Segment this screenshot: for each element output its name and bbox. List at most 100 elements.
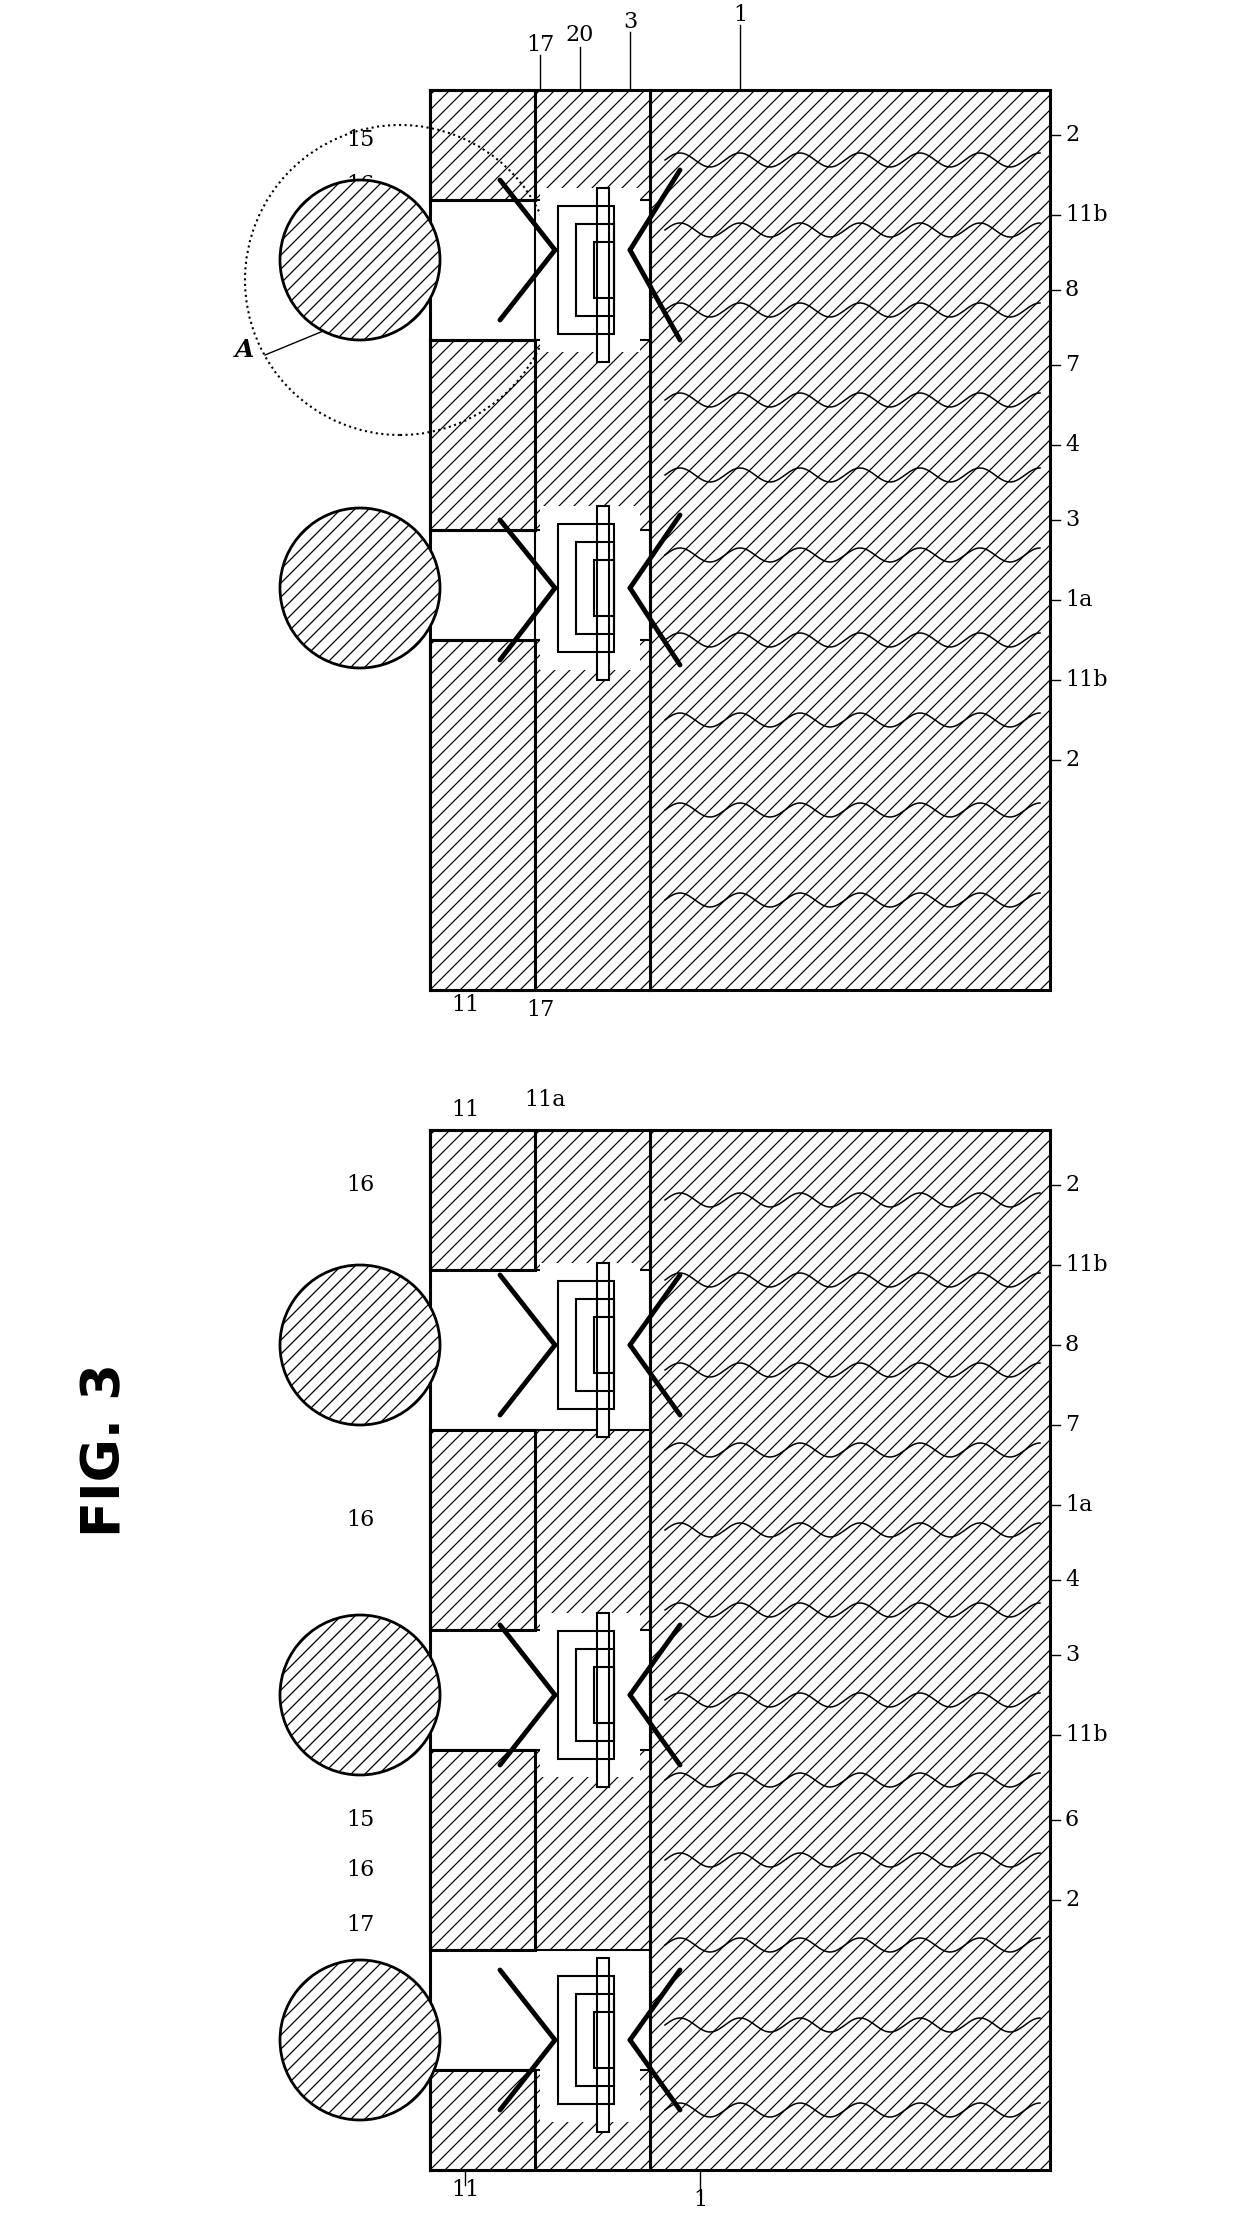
Bar: [534, 89, 649, 201]
Bar: [541, 1614, 640, 1777]
Bar: [430, 89, 534, 201]
Bar: [541, 507, 640, 670]
Text: 16: 16: [346, 1174, 375, 1196]
Bar: [594, 2011, 614, 2069]
Bar: [534, 339, 649, 529]
Bar: [430, 1129, 534, 1270]
Circle shape: [280, 509, 440, 667]
Bar: [430, 89, 534, 201]
Circle shape: [280, 181, 440, 339]
Text: 3: 3: [623, 11, 637, 33]
Text: 11: 11: [450, 2178, 479, 2201]
Bar: [534, 641, 649, 991]
Text: 17: 17: [346, 1915, 375, 1935]
Text: 2: 2: [1065, 125, 1079, 145]
Bar: [430, 2069, 534, 2170]
Bar: [430, 2069, 534, 2170]
Bar: [594, 241, 614, 299]
Bar: [534, 1750, 649, 1951]
Bar: [430, 1750, 534, 1951]
Text: 1a: 1a: [1065, 589, 1092, 612]
Circle shape: [280, 1616, 440, 1774]
Bar: [534, 1129, 649, 1270]
Text: 17: 17: [526, 1000, 554, 1020]
Bar: [594, 1317, 614, 1373]
Bar: [534, 1431, 649, 1629]
Text: 6: 6: [1065, 1808, 1079, 1830]
Text: 8: 8: [1065, 1335, 1079, 1357]
Text: 7: 7: [1065, 355, 1079, 375]
Bar: [558, 1975, 614, 2105]
Bar: [649, 89, 1050, 991]
Bar: [597, 1957, 609, 2132]
Bar: [558, 205, 614, 335]
Bar: [430, 1431, 534, 1629]
Bar: [576, 1649, 614, 1741]
Text: 11b: 11b: [1065, 670, 1107, 692]
Text: A: A: [235, 337, 255, 362]
Text: 11b: 11b: [1065, 1254, 1107, 1277]
Text: 7: 7: [1065, 1415, 1079, 1435]
Bar: [558, 1281, 614, 1408]
Text: 8: 8: [1065, 279, 1079, 301]
Circle shape: [280, 1960, 440, 2120]
Text: 16: 16: [346, 174, 375, 196]
Text: FIG. 3: FIG. 3: [79, 1364, 131, 1538]
Bar: [541, 187, 640, 353]
Bar: [430, 641, 534, 991]
Text: 11a: 11a: [524, 1089, 565, 1112]
Bar: [534, 89, 649, 201]
Text: 16: 16: [346, 1859, 375, 1882]
Bar: [576, 542, 614, 634]
Text: 2: 2: [1065, 1888, 1079, 1911]
Bar: [534, 1750, 649, 1951]
Text: 2: 2: [1065, 750, 1079, 770]
Bar: [430, 1750, 534, 1951]
Text: 15: 15: [346, 1808, 375, 1830]
Bar: [534, 2069, 649, 2170]
Bar: [576, 1299, 614, 1391]
Text: 1: 1: [693, 2190, 708, 2212]
Circle shape: [280, 1266, 440, 1424]
Text: 1a: 1a: [1065, 1493, 1092, 1516]
Text: 11: 11: [450, 1098, 479, 1120]
Bar: [576, 1993, 614, 2087]
Text: 3: 3: [1065, 509, 1079, 531]
Bar: [597, 1614, 609, 1788]
Text: 20: 20: [565, 25, 594, 47]
Bar: [534, 641, 649, 991]
Bar: [534, 1129, 649, 1270]
Bar: [430, 339, 534, 529]
Text: 11: 11: [450, 993, 479, 1016]
Bar: [649, 89, 1050, 991]
Bar: [597, 187, 609, 362]
Bar: [430, 339, 534, 529]
Text: 2: 2: [1065, 1174, 1079, 1196]
Bar: [576, 223, 614, 317]
Bar: [558, 1632, 614, 1759]
Text: 17: 17: [526, 33, 554, 56]
Text: 1: 1: [734, 4, 747, 27]
Bar: [430, 1431, 534, 1629]
Bar: [558, 525, 614, 652]
Bar: [594, 1667, 614, 1723]
Bar: [597, 507, 609, 681]
Text: 16: 16: [346, 554, 375, 576]
Bar: [534, 1431, 649, 1629]
Bar: [649, 1129, 1050, 2170]
Bar: [594, 560, 614, 616]
Text: 4: 4: [1065, 433, 1079, 455]
Text: 15: 15: [346, 129, 375, 152]
Bar: [430, 1129, 534, 1270]
Text: 11b: 11b: [1065, 1723, 1107, 1745]
Bar: [649, 1129, 1050, 2170]
Bar: [541, 1263, 640, 1426]
Bar: [534, 339, 649, 529]
Bar: [534, 2069, 649, 2170]
Bar: [541, 1957, 640, 2123]
Text: 3: 3: [1065, 1645, 1079, 1665]
Text: 16: 16: [346, 1509, 375, 1531]
Text: 4: 4: [1065, 1569, 1079, 1591]
Bar: [597, 1263, 609, 1437]
Bar: [430, 641, 534, 991]
